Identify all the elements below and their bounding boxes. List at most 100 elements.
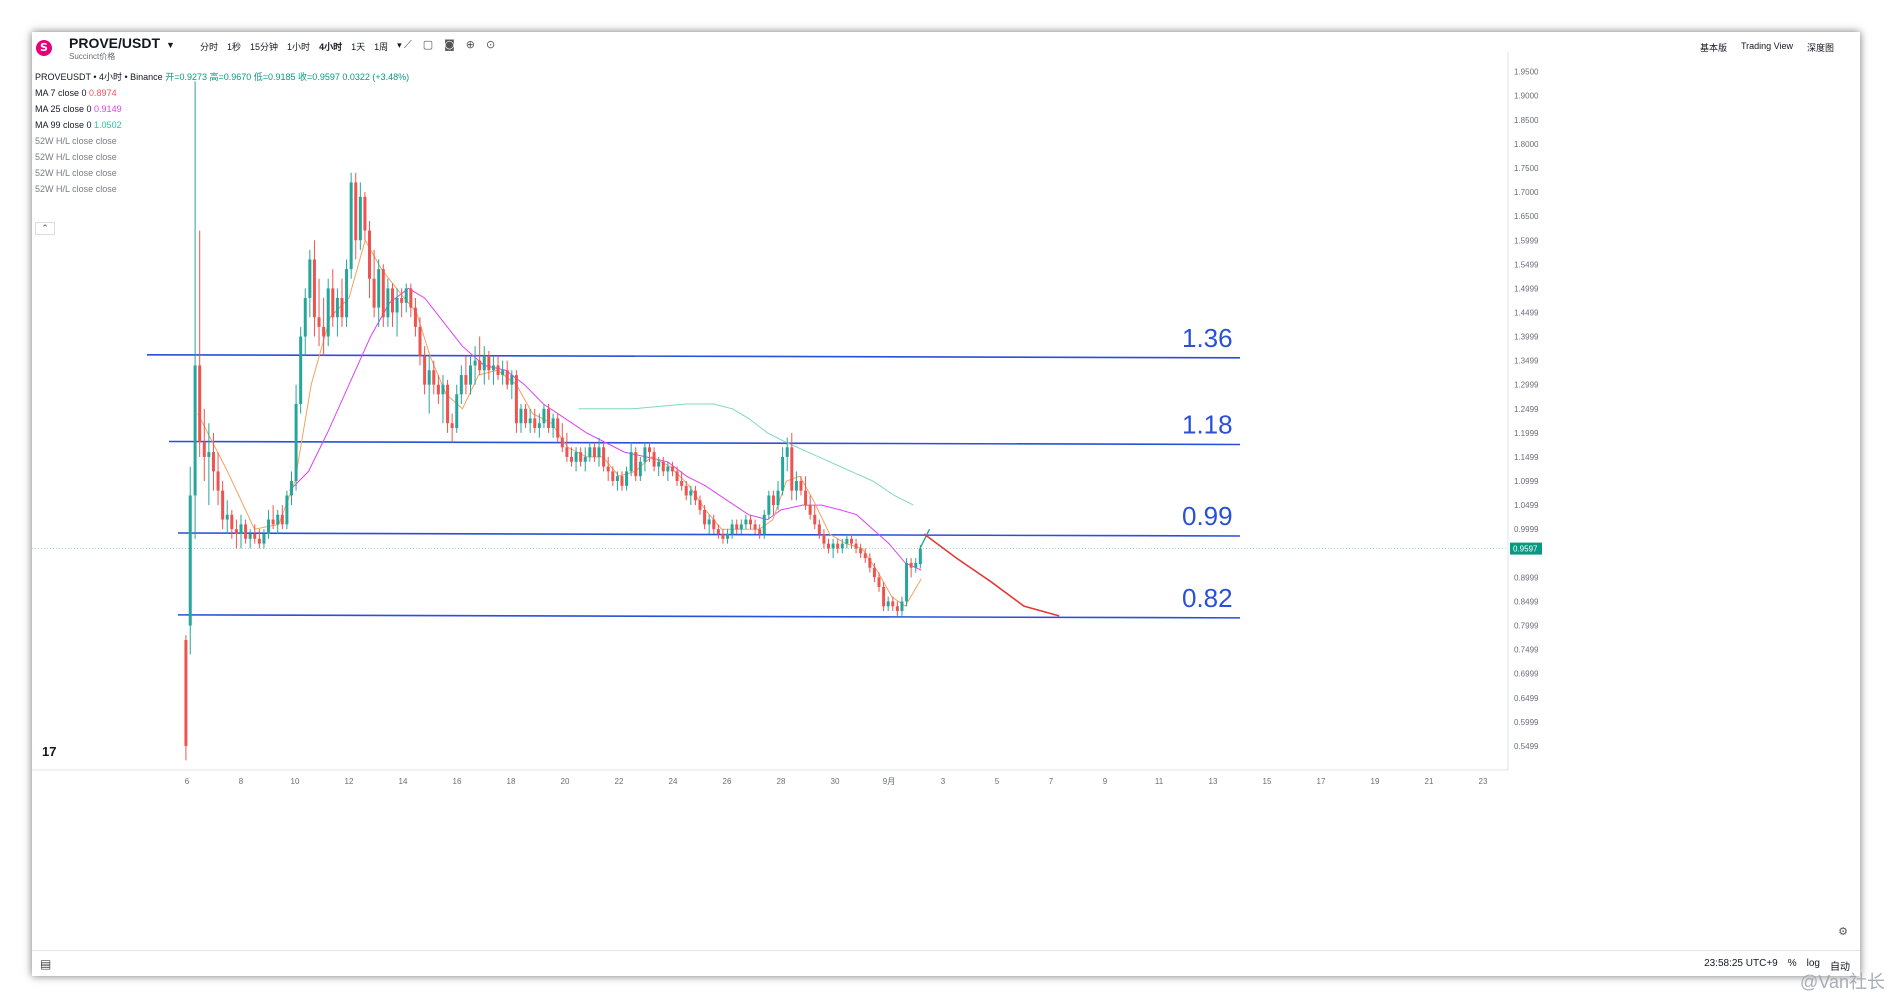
auto-toggle[interactable]: 自动 — [1830, 962, 1850, 973]
x-tick-label: 11 — [1155, 777, 1164, 786]
view-basic[interactable]: 基本版 — [1699, 43, 1727, 53]
candle-body-down — [533, 418, 537, 429]
interval-bar: 分时 1秒 15分钟 1小时 4小时 1天 1周 ▾ — [200, 40, 411, 53]
interval-1[interactable]: 1秒 — [227, 42, 242, 52]
interval-5[interactable]: 1天 — [351, 42, 366, 52]
x-tick-label: 21 — [1425, 777, 1434, 786]
candle-body-down — [569, 456, 573, 462]
candle-body-up — [491, 365, 495, 371]
log-toggle[interactable]: log — [1806, 958, 1820, 969]
y-tick-label: 1.6500 — [1514, 212, 1539, 221]
settings-icon[interactable]: ⊙ — [486, 38, 496, 51]
candle-body-down — [487, 355, 491, 371]
candle-body-up — [918, 548, 922, 565]
x-tick-label: 15 — [1263, 777, 1272, 786]
candle-body-down — [436, 384, 440, 395]
candle-body-up — [726, 534, 730, 539]
chart-legend: PROVEUSDT • 4小时 • Binance 开=0.9273 高=0.9… — [35, 69, 409, 197]
candle-body-up — [588, 447, 592, 457]
interval-4-active[interactable]: 4小时 — [319, 42, 343, 52]
view-depth[interactable]: 深度图 — [1806, 43, 1834, 53]
candle-body-up — [739, 524, 743, 530]
symbol-name: PROVE/USDT — [69, 35, 161, 51]
y-tick-label: 0.6499 — [1514, 694, 1539, 703]
chevron-down-icon[interactable]: ▾ — [397, 40, 402, 50]
legend-hl-4[interactable]: 52W H/L close close — [35, 184, 117, 194]
legend-ma7[interactable]: MA 7 close 0 0.8974 — [35, 85, 409, 101]
x-tick-label: 20 — [561, 777, 570, 786]
camera-icon[interactable]: ◙ — [444, 38, 455, 51]
candle-body-up — [459, 375, 463, 395]
calendar-icon[interactable]: ▤ — [40, 957, 52, 971]
candle-body-up — [574, 452, 578, 462]
percent-toggle[interactable]: % — [1787, 958, 1797, 969]
candle-body-down — [216, 471, 220, 491]
y-tick-label: 1.0499 — [1514, 501, 1539, 510]
y-tick-label: 0.6999 — [1514, 670, 1539, 679]
y-tick-label: 1.3999 — [1514, 333, 1539, 342]
interval-2[interactable]: 15分钟 — [250, 42, 279, 52]
candle-body-down — [363, 196, 367, 231]
candle-body-up — [615, 476, 619, 482]
candle-body-down — [579, 452, 583, 462]
legend-collapse-button[interactable]: ⌃ — [35, 222, 55, 235]
view-tradingview[interactable]: Trading View — [1740, 41, 1793, 51]
candle-body-up — [358, 196, 362, 241]
price-chart[interactable]: 1.9500 1.9000 1.8500 1.8000 1.7500 1.7000 1.65… — [32, 32, 1860, 950]
interval-0[interactable]: 分时 — [200, 42, 219, 52]
candle-body-up — [473, 360, 477, 366]
axis-settings-icon[interactable]: ⚙ — [1838, 925, 1848, 938]
legend-hl-3[interactable]: 52W H/L close close — [35, 168, 117, 178]
level-line — [177, 614, 1241, 619]
y-tick-label: 1.8000 — [1514, 140, 1539, 149]
candle-body-down — [390, 288, 394, 313]
candle-body-up — [597, 447, 601, 457]
candle-body-up — [303, 298, 307, 337]
x-tick-label: 6 — [185, 777, 190, 786]
legend-title: PROVEUSDT • 4小时 • Binance — [35, 72, 163, 82]
candle-body-up — [519, 408, 523, 424]
candle-body-up — [299, 336, 303, 404]
y-tick-label: 1.2499 — [1514, 405, 1539, 414]
view-switcher: 基本版 Trading View 深度图 — [1686, 41, 1834, 54]
candle-body-down — [790, 447, 794, 491]
candle-body-up — [831, 543, 835, 549]
tradingview-logo-icon[interactable]: 17 — [42, 744, 57, 759]
candle-body-down — [496, 365, 500, 376]
candle-body-up — [900, 601, 904, 612]
candle-body-down — [868, 558, 872, 568]
y-tick-label: 1.4499 — [1514, 308, 1539, 317]
candle-body-down — [606, 466, 610, 472]
candle-body-down — [340, 298, 344, 318]
layout-icon[interactable]: ▢ — [422, 38, 434, 51]
legend-ma25[interactable]: MA 25 close 0 0.9149 — [35, 101, 409, 117]
interval-6[interactable]: 1周 — [374, 42, 389, 52]
candle-body-down — [670, 466, 674, 472]
toolbar-icons: ⟋ ▢ ◙ ⊕ ⊙ — [404, 38, 506, 52]
candle-body-up — [744, 519, 748, 525]
candle-body-down — [817, 524, 821, 534]
add-icon[interactable]: ⊕ — [465, 38, 476, 51]
ma25-line — [289, 287, 922, 571]
candle-body-up — [689, 490, 693, 496]
candle-body-down — [317, 317, 321, 327]
candle-body-down — [602, 447, 606, 467]
succinct-logo-icon: S — [36, 40, 52, 56]
bottom-right-controls: 23:58:25 UTC+9 % log 自动 — [1694, 958, 1850, 973]
candle-body-down — [909, 562, 913, 568]
candle-body-up — [188, 495, 192, 626]
legend-hl-2[interactable]: 52W H/L close close — [35, 152, 117, 162]
legend-ma99[interactable]: MA 99 close 0 1.0502 — [35, 117, 409, 133]
candle-body-down — [863, 553, 867, 559]
legend-hl-1[interactable]: 52W H/L close close — [35, 136, 117, 146]
candle-body-up — [262, 534, 266, 544]
symbol-selector[interactable]: PROVE/USDT ▼ — [69, 35, 175, 51]
candle-body-down — [648, 447, 652, 453]
candle-body-up — [762, 514, 766, 534]
indicators-icon[interactable]: ⟋ — [404, 38, 412, 51]
candle-body-up — [377, 269, 381, 308]
candle-body-up — [225, 514, 229, 520]
interval-3[interactable]: 1小时 — [287, 42, 311, 52]
candle-body-down — [202, 442, 206, 457]
y-tick-label: 1.0999 — [1514, 477, 1539, 486]
